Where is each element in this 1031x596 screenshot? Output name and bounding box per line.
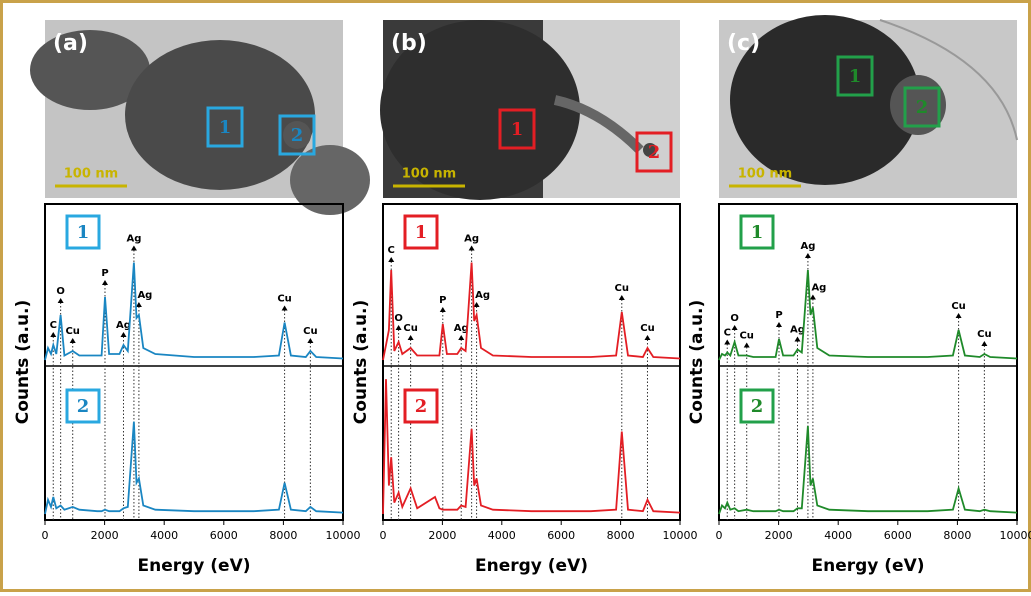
x-tick-label: 0 xyxy=(380,529,387,542)
x-tick-label: 8000 xyxy=(943,529,971,542)
annotation-label: Cu xyxy=(615,283,629,294)
figure: (a)100 nm12COCuPAgAgAgCuCu12020004000600… xyxy=(0,0,1031,592)
annotation-label: O xyxy=(730,313,739,324)
annotation-label: P xyxy=(775,310,782,321)
x-tick-label: 4000 xyxy=(150,529,178,542)
annotation-label: Ag xyxy=(800,241,815,252)
region-label: 2 xyxy=(648,142,661,163)
scale-bar-label: 100 nm xyxy=(402,167,456,182)
x-tick-label: 0 xyxy=(42,529,49,542)
y-axis-label: Counts (a.u.) xyxy=(687,300,707,425)
annotation-label: Cu xyxy=(977,329,991,340)
x-axis-label: Energy (eV) xyxy=(475,556,588,576)
panel-label: (b) xyxy=(391,31,427,56)
legend-label: 1 xyxy=(751,222,764,243)
legend-label: 1 xyxy=(415,222,428,243)
annotation-label: C xyxy=(724,328,731,339)
annotation-label: Ag xyxy=(464,234,479,245)
annotation-label: Cu xyxy=(303,326,317,337)
panel-label: (a) xyxy=(53,31,88,56)
scale-bar-label: 100 nm xyxy=(738,167,792,182)
annotation-label: C xyxy=(50,320,57,331)
annotation-label: P xyxy=(439,295,446,306)
annotation-label: Cu xyxy=(277,294,291,305)
x-tick-label: 0 xyxy=(716,529,723,542)
annotation-label: Ag xyxy=(137,290,152,301)
annotation-label: O xyxy=(56,286,65,297)
legend-label: 2 xyxy=(415,396,428,417)
x-tick-label: 10000 xyxy=(663,529,698,542)
region-label: 1 xyxy=(511,119,524,140)
annotation-label: Ag xyxy=(126,234,141,245)
region-label: 2 xyxy=(291,125,304,146)
x-tick-label: 10000 xyxy=(1000,529,1031,542)
x-tick-label: 8000 xyxy=(269,529,297,542)
annotation-label: Ag xyxy=(475,290,490,301)
region-label: 1 xyxy=(849,66,862,87)
x-axis-label: Energy (eV) xyxy=(137,556,250,576)
annotation-label: Cu xyxy=(403,323,417,334)
region-label: 1 xyxy=(219,117,232,138)
annotation-label: Cu xyxy=(65,326,79,337)
region-label: 2 xyxy=(916,97,929,118)
x-tick-label: 2000 xyxy=(428,529,456,542)
annotation-label: C xyxy=(388,245,395,256)
annotation-label: O xyxy=(394,313,403,324)
x-tick-label: 8000 xyxy=(607,529,635,542)
annotation-label: P xyxy=(101,268,108,279)
scale-bar-label: 100 nm xyxy=(64,167,118,182)
x-tick-label: 2000 xyxy=(91,529,119,542)
x-tick-label: 4000 xyxy=(824,529,852,542)
y-axis-label: Counts (a.u.) xyxy=(351,300,371,425)
x-tick-label: 6000 xyxy=(547,529,575,542)
legend-label: 2 xyxy=(751,396,764,417)
annotation-label: Cu xyxy=(739,331,753,342)
y-axis-label: Counts (a.u.) xyxy=(13,300,33,425)
x-tick-label: 4000 xyxy=(488,529,516,542)
x-tick-label: 2000 xyxy=(765,529,793,542)
x-tick-label: 6000 xyxy=(210,529,238,542)
legend-label: 1 xyxy=(77,222,90,243)
annotation-label: Cu xyxy=(951,301,965,312)
panel-label: (c) xyxy=(727,31,760,56)
annotation-label: Cu xyxy=(640,323,654,334)
x-axis-label: Energy (eV) xyxy=(811,556,924,576)
x-tick-label: 6000 xyxy=(884,529,912,542)
annotation-label: Ag xyxy=(811,283,826,294)
legend-label: 2 xyxy=(77,396,90,417)
x-tick-label: 10000 xyxy=(326,529,361,542)
